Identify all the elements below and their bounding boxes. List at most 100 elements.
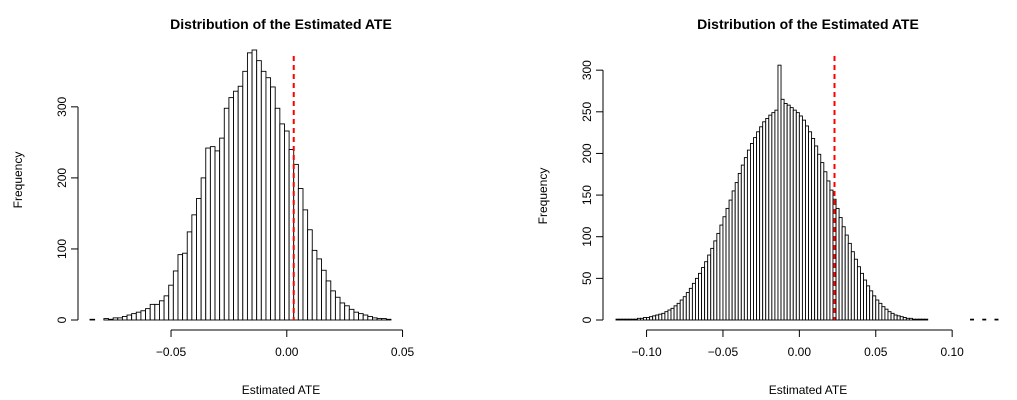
right-histogram-bar xyxy=(719,224,724,321)
left-histogram-bar xyxy=(172,270,179,321)
right-histogram-bar xyxy=(661,312,666,321)
left-histogram-bars xyxy=(89,49,392,321)
right-histogram-bar xyxy=(728,199,733,321)
right-histogram-bar xyxy=(814,145,819,321)
left-histogram-bar xyxy=(214,150,221,321)
right-histogram-bar xyxy=(734,182,739,321)
left-histogram-bar xyxy=(321,269,327,321)
left-x-tick-label: 0.05 xyxy=(391,345,415,359)
right-histogram-bar xyxy=(643,317,648,321)
right-histogram-bar xyxy=(921,318,926,321)
left-histogram-bar xyxy=(297,188,304,321)
right-x-tick-label: −0.10 xyxy=(631,345,662,359)
right-histogram-bar xyxy=(875,299,880,321)
left-histogram-bar xyxy=(233,90,239,321)
right-y-tick-label: 50 xyxy=(580,271,594,285)
right-x-tick-label: 0.00 xyxy=(788,345,812,359)
left-histogram-bar xyxy=(149,303,156,321)
right-histogram-bar xyxy=(994,318,999,321)
right-histogram-bar xyxy=(676,302,681,321)
right-histogram-panel: Distribution of the Estimated ATE Estima… xyxy=(536,16,999,397)
right-histogram-bar xyxy=(621,318,626,321)
right-y-tick-label: 150 xyxy=(580,185,594,205)
right-x-axis-label: Estimated ATE xyxy=(769,383,847,397)
left-histogram-bar xyxy=(302,209,309,321)
left-histogram-bar xyxy=(135,311,142,321)
left-histogram-bar xyxy=(228,97,234,321)
right-histogram-bar xyxy=(615,318,620,321)
left-x-axis-label: Estimated ATE xyxy=(242,383,320,397)
left-histogram-bar xyxy=(246,52,253,321)
right-histogram-bar xyxy=(627,318,632,321)
left-histogram-bar xyxy=(358,313,364,321)
left-y-tick-label: 200 xyxy=(55,168,69,188)
right-histogram-bar xyxy=(780,98,785,321)
left-histogram-bar xyxy=(168,284,174,321)
left-histogram-bar xyxy=(196,198,202,321)
left-histogram-bar xyxy=(205,147,211,321)
right-histogram-bar xyxy=(673,305,678,321)
right-histogram-bar xyxy=(811,137,816,321)
left-histogram-bar xyxy=(339,302,346,321)
right-histogram-bar xyxy=(982,318,987,321)
left-histogram-bar xyxy=(367,316,373,321)
left-histogram-bar xyxy=(200,177,207,321)
left-histogram-bar xyxy=(311,249,318,321)
right-histogram-bar xyxy=(789,107,794,321)
right-histogram-bar xyxy=(795,112,800,321)
right-histogram-bar xyxy=(826,180,831,321)
left-histogram-bar xyxy=(237,85,244,321)
left-histogram-bar xyxy=(284,130,290,321)
left-histogram-bar xyxy=(186,231,193,321)
left-histogram-bar xyxy=(256,60,262,321)
left-histogram-bar xyxy=(158,300,165,321)
left-histogram-bar xyxy=(307,229,313,321)
right-histogram-bar xyxy=(658,313,663,321)
left-histogram-bar xyxy=(131,313,137,321)
right-histogram-bar xyxy=(636,317,641,321)
right-histogram-bar xyxy=(805,125,809,321)
right-histogram-bars xyxy=(615,64,999,321)
right-histogram-bar xyxy=(765,118,770,321)
left-y-tick-label: 100 xyxy=(55,239,69,259)
right-histogram-bar xyxy=(682,296,687,321)
right-histogram-bar xyxy=(652,315,657,321)
left-x-tick-label: −0.05 xyxy=(156,345,187,359)
left-histogram-bar xyxy=(325,280,332,321)
left-histogram-bar xyxy=(145,308,151,321)
left-histogram-bar xyxy=(251,49,258,321)
right-histogram-bar xyxy=(698,272,703,321)
right-histogram-bar xyxy=(970,318,975,321)
left-histogram-bar xyxy=(334,296,341,321)
right-histogram-bar xyxy=(911,318,916,321)
left-histogram-bar xyxy=(103,318,109,321)
left-histogram-bar xyxy=(348,308,355,321)
right-histogram-bar xyxy=(881,306,886,321)
right-histogram-bar xyxy=(841,226,846,321)
left-histogram-bar xyxy=(177,254,184,321)
left-histogram-bar xyxy=(316,258,322,321)
left-histogram-bar xyxy=(362,314,369,321)
right-histogram-bar xyxy=(646,317,651,321)
left-histogram-bar xyxy=(117,317,123,321)
right-histogram-bar xyxy=(856,266,861,321)
right-histogram-bar xyxy=(722,216,727,321)
left-histogram-bar xyxy=(219,137,225,321)
right-histogram-bar xyxy=(829,189,834,321)
left-histogram-bar xyxy=(223,107,230,321)
right-y-tick-label: 100 xyxy=(580,226,594,246)
right-histogram-bar xyxy=(704,261,709,321)
right-histogram-bar xyxy=(820,162,825,321)
left-histogram-bar xyxy=(89,318,96,321)
left-histogram-bar xyxy=(381,318,387,321)
left-histogram-bar xyxy=(191,214,197,321)
right-y-axis-label: Frequency xyxy=(536,168,550,225)
left-y-tick-label: 0 xyxy=(55,316,69,323)
left-histogram-bar xyxy=(163,295,170,321)
left-histogram-bar xyxy=(372,317,378,321)
left-histogram-bar xyxy=(121,316,128,321)
right-histogram-bar xyxy=(707,254,712,321)
right-x-tick-label: −0.05 xyxy=(708,345,739,359)
right-histogram-bar xyxy=(667,309,672,321)
right-histogram-bar xyxy=(737,172,742,321)
